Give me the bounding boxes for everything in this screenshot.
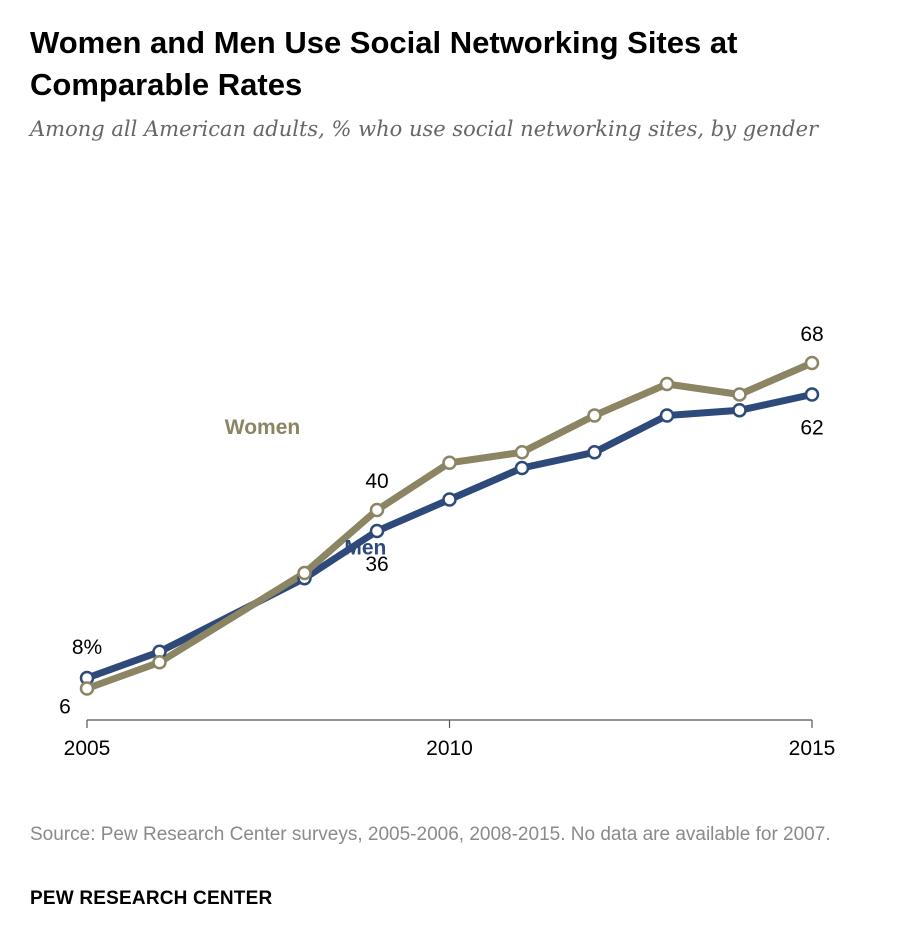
data-point-men [442,492,457,507]
brand-logo-text: PEW RESEARCH CENTER [30,888,273,909]
chart-title: Women and Men Use Social Networking Site… [30,25,738,102]
data-label: 40 [365,470,388,493]
series-line-women [83,359,816,692]
data-label: 6 [59,696,71,719]
source-note: Source: Pew Research Center surveys, 200… [30,824,831,845]
series-lines [83,359,816,692]
x-tick-label: 2005 [64,737,111,760]
chart-subtitle: Among all American adults, % who use soc… [30,117,819,141]
data-point-women [442,455,457,470]
data-label: 8% [72,636,102,659]
data-labels: Women Men 8% 6 40 36 68 62 [59,323,824,719]
x-axis: 2005 2010 2015 [64,719,836,760]
data-label: 62 [800,417,823,440]
series-label-women: Women [225,416,300,439]
data-label: 36 [365,553,388,576]
data-label: 68 [800,323,823,346]
data-point-women [79,681,95,696]
data-point-women [587,408,602,423]
series-points [79,355,820,696]
data-point-women [369,502,385,518]
data-point-men [659,408,675,423]
data-point-women [297,565,312,581]
x-tick-label: 2015 [789,737,836,760]
data-point-women [804,355,820,371]
x-tick-label: 2010 [426,737,473,760]
data-point-men [369,523,385,539]
data-point-men [732,403,747,418]
data-point-women [659,376,675,392]
data-point-women [152,655,167,670]
data-point-men [514,460,530,476]
data-point-women [514,445,530,460]
data-point-men [587,445,602,460]
series-line-men [83,391,816,682]
data-point-men [804,387,820,402]
series-label-men: Men [344,537,386,560]
data-point-women [732,387,747,402]
